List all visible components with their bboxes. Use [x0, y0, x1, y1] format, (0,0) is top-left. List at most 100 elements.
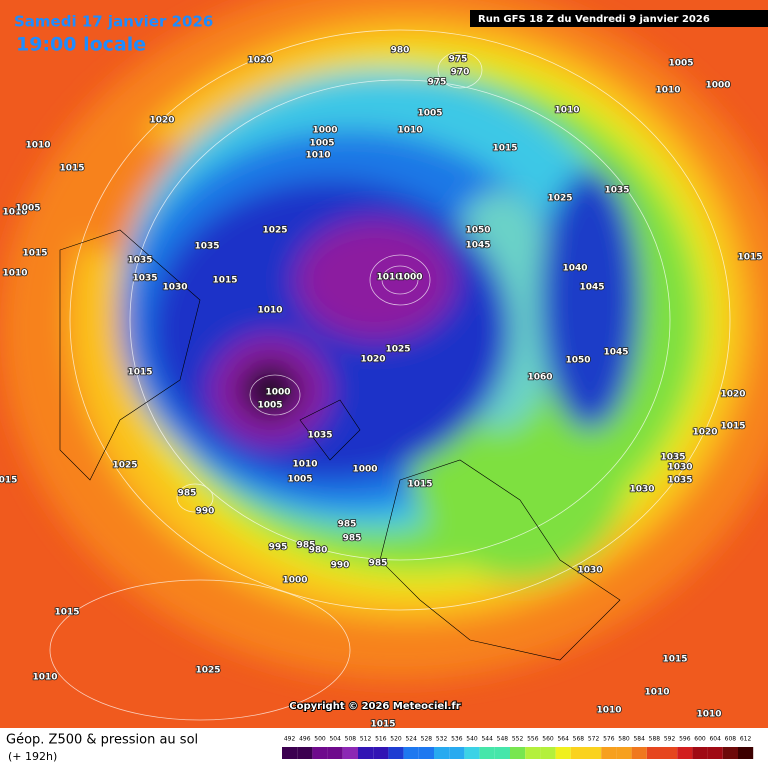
colorbar-label: 516 — [375, 736, 387, 743]
isobars — [49, 29, 731, 721]
isobar-label: 1010 — [2, 269, 27, 279]
colorbar-swatch — [616, 747, 632, 759]
colorbar-label: 556 — [527, 736, 539, 743]
colorbar-label: 548 — [497, 736, 509, 743]
colorbar-swatch — [449, 747, 465, 759]
colorbar-label: 500 — [314, 736, 326, 743]
isobar-label: 1025 — [547, 194, 572, 204]
isobar-label: 1035 — [132, 274, 157, 284]
isobar-label: 1035 — [667, 476, 692, 486]
isobar-label: 1010 — [644, 688, 669, 698]
colorbar-label: 580 — [618, 736, 630, 743]
isobar-label: 1015 — [720, 422, 745, 432]
isobar-label: 1010 — [32, 673, 57, 683]
isobar-label: 975 — [449, 55, 468, 65]
isobar-label: 1050 — [565, 356, 590, 366]
colorbar-swatch — [646, 747, 662, 759]
colorbar-swatch — [707, 747, 723, 759]
isobar-label: 1000 — [312, 126, 337, 136]
isobar-labels: 1020 1020 1010 1015 1010 1005 1015 1010 1035 1035… — [0, 45, 763, 731]
isobar-label: 1030 — [629, 485, 654, 495]
colorbar-swatch — [358, 747, 374, 759]
isobar-label: 1030 — [667, 463, 692, 473]
colorbar-label: 532 — [436, 736, 448, 743]
isobar-label: 1035 — [660, 453, 685, 463]
isobar-label: 1000 — [282, 576, 307, 586]
colorbar-swatch — [722, 747, 738, 759]
isobar-label: 1005 — [287, 475, 312, 485]
colorbar-label: 512 — [360, 736, 372, 743]
isobar-label: 1000 — [265, 388, 290, 398]
isobar-label: 1045 — [465, 241, 490, 251]
colorbar: 492 496 500 504 508 512 516 520 524 528 532 536 540 5… — [282, 736, 754, 759]
isobar-label: 1030 — [577, 566, 602, 576]
isobar-label: 980 — [309, 546, 328, 556]
isobar-label: 1020 — [247, 56, 272, 66]
colorbar-label: 604 — [709, 736, 721, 743]
colorbar-swatch — [586, 747, 602, 759]
isobar-label: 1015 — [59, 164, 84, 174]
colorbar-label: 508 — [345, 736, 357, 743]
isobar-label: 985 — [343, 534, 362, 544]
colorbar-label: 568 — [573, 736, 585, 743]
isobar-label: 1015 — [737, 253, 762, 263]
isobar-label: 1060 — [527, 373, 552, 383]
isobar-label: 1025 — [195, 666, 220, 676]
isobar-label: 970 — [451, 68, 470, 78]
run-box — [470, 10, 768, 27]
colorbar-label: 576 — [603, 736, 615, 743]
footer-title: Géop. Z500 & pression au sol — [6, 733, 198, 748]
isobar-label: 1025 — [112, 461, 137, 471]
isobar-label: 995 — [269, 543, 288, 553]
colorbar-swatch — [631, 747, 647, 759]
colorbar-label: 608 — [725, 736, 737, 743]
colorbar-swatch — [570, 747, 586, 759]
colorbar-label: 492 — [284, 736, 296, 743]
colorbar-swatch — [677, 747, 693, 759]
isobar-label: 1005 — [15, 204, 40, 214]
coastlines — [59, 229, 621, 661]
colorbar-label: 572 — [588, 736, 600, 743]
isobar-label: 1020 — [720, 390, 745, 400]
isobar-label: 1015 — [22, 249, 47, 259]
colorbar-label: 496 — [299, 736, 311, 743]
isobar-label: 1000 — [397, 273, 422, 283]
footer-lead: (+ 192h) — [8, 750, 57, 763]
isobar-label: 1005 — [257, 401, 282, 411]
colorbar-swatch — [418, 747, 434, 759]
colorbar-swatch — [555, 747, 571, 759]
colorbar-label: 544 — [481, 736, 493, 743]
isobar-label: 1035 — [194, 242, 219, 252]
date-label: Samedi 17 janvier 2026 — [14, 13, 213, 31]
isobar-label: 1025 — [262, 226, 287, 236]
colorbar-swatch — [403, 747, 419, 759]
colorbar-label: 600 — [694, 736, 706, 743]
isobar-label: 1010 — [25, 141, 50, 151]
isobar-label: 015 — [0, 476, 17, 486]
isobar-label: 1050 — [465, 226, 490, 236]
isobar-label: 1010 — [376, 273, 401, 283]
colorbar-label: 504 — [329, 736, 341, 743]
isobar-label: 1010 — [257, 306, 282, 316]
colorbar-swatch — [738, 747, 754, 759]
colorbar-label: 612 — [740, 736, 752, 743]
isobar-label: 1000 — [705, 81, 730, 91]
colorbar-label: 596 — [679, 736, 691, 743]
isobar-label: 985 — [338, 520, 357, 530]
colorbar-swatch — [510, 747, 526, 759]
isobar-label: 1015 — [127, 368, 152, 378]
isobar-label: 1010 — [554, 106, 579, 116]
colorbar-label: 520 — [390, 736, 402, 743]
colorbar-label: 540 — [466, 736, 478, 743]
isobar-label: 990 — [196, 507, 215, 517]
isobar-label: 1015 — [212, 276, 237, 286]
isobar-label: 1020 — [149, 116, 174, 126]
isobar-label: 1025 — [385, 345, 410, 355]
isobar-label: 1035 — [307, 431, 332, 441]
copyright: Copyright © 2026 Meteociel.fr — [289, 701, 460, 712]
isobar-label: 985 — [369, 559, 388, 569]
isobar-label: 1015 — [662, 655, 687, 665]
isobar-label: 1010 — [397, 126, 422, 136]
